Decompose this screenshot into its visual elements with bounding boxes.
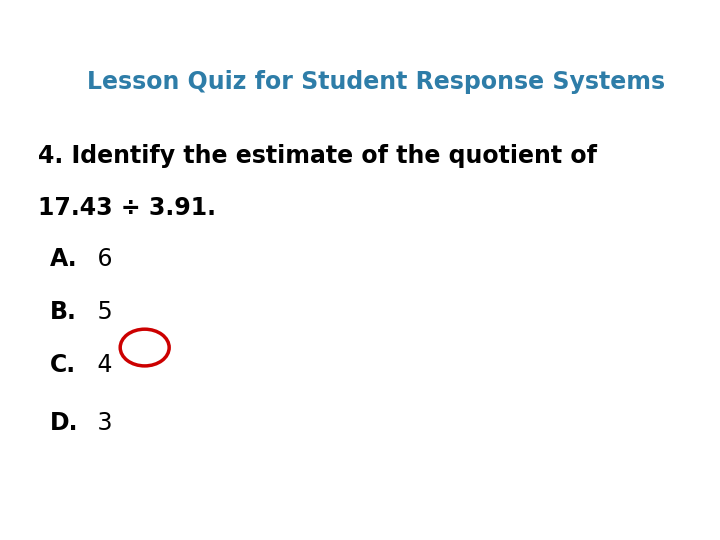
- Text: 3: 3: [90, 410, 112, 435]
- Text: Lesson Quiz for Student Response Systems: Lesson Quiz for Student Response Systems: [86, 70, 665, 94]
- Text: D.: D.: [50, 410, 78, 435]
- Text: 6: 6: [90, 247, 112, 272]
- Text: B.: B.: [50, 300, 77, 324]
- Text: 4. Identify the estimate of the quotient of: 4. Identify the estimate of the quotient…: [37, 144, 597, 168]
- Text: 4: 4: [90, 353, 112, 377]
- Text: 17.43 ÷ 3.91.: 17.43 ÷ 3.91.: [37, 197, 215, 220]
- Text: A.: A.: [50, 247, 78, 272]
- Text: C.: C.: [50, 353, 76, 377]
- Text: 5: 5: [90, 300, 112, 324]
